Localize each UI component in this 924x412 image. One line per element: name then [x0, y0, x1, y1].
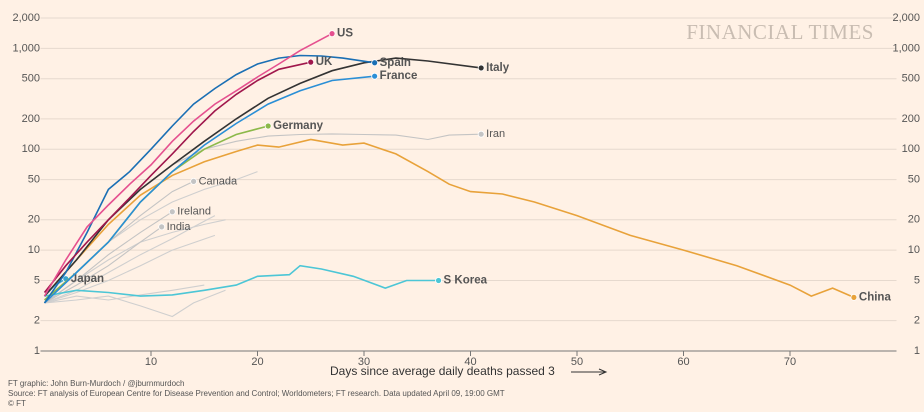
- y-tick-label: 10: [28, 244, 40, 256]
- end-point: [168, 208, 176, 216]
- y-tick-label: 1: [34, 345, 40, 357]
- series-line: [43, 138, 855, 299]
- y-tick-label: 500: [22, 73, 40, 85]
- series-label: Italy: [486, 62, 510, 74]
- series-line: [43, 75, 375, 304]
- end-point: [371, 72, 379, 80]
- series-line: [44, 211, 173, 304]
- series-line: [43, 61, 311, 293]
- y2-tick-label: 10: [908, 244, 920, 256]
- y2-tick-label: 100: [902, 143, 920, 155]
- series-label: India: [167, 221, 192, 233]
- y-tick-label: 20: [28, 214, 40, 226]
- series-label: Ireland: [177, 206, 211, 218]
- end-point: [264, 122, 272, 130]
- series-label: S Korea: [444, 275, 488, 287]
- y-tick-label: 200: [22, 113, 40, 125]
- y2-tick-label: 2: [914, 315, 920, 327]
- x-tick-label: 70: [784, 356, 796, 368]
- x-tick-label: 30: [358, 356, 370, 368]
- series-label: Spain: [380, 57, 411, 69]
- y-tick-label: 2: [34, 315, 40, 327]
- y2-tick-label: 1: [914, 345, 920, 357]
- end-point: [307, 58, 315, 66]
- axis-arrow-head: [598, 368, 608, 376]
- series-line: [44, 289, 226, 318]
- y-tick-label: 100: [22, 143, 40, 155]
- end-point: [328, 30, 336, 38]
- y2-tick-label: 5: [914, 274, 920, 286]
- y2-tick-label: 2,000: [892, 12, 920, 24]
- series-label: Japan: [71, 273, 104, 285]
- x-tick-label: 20: [251, 356, 263, 368]
- x-axis-label: Days since average daily deaths passed 3: [330, 364, 555, 378]
- series-line: [43, 32, 333, 297]
- watermark: FINANCIAL TIMES: [686, 20, 874, 44]
- y-tick-label: 1,000: [12, 42, 40, 54]
- x-tick-label: 40: [464, 356, 476, 368]
- series-label: US: [337, 28, 353, 40]
- end-point: [435, 277, 442, 284]
- series-line: [44, 284, 205, 304]
- series-label: China: [859, 291, 892, 303]
- series-line: [44, 264, 439, 297]
- series-line: [43, 54, 375, 304]
- y-tick-label: 5: [34, 274, 40, 286]
- copyright: © FT: [8, 399, 26, 408]
- series-label: Canada: [199, 175, 238, 187]
- series-label: UK: [316, 56, 333, 68]
- y2-tick-label: 200: [902, 113, 920, 125]
- series-label: Germany: [273, 120, 323, 132]
- x-tick-label: 50: [571, 356, 583, 368]
- end-point: [158, 223, 166, 231]
- series-line: [44, 226, 163, 304]
- end-point: [850, 293, 858, 301]
- series-label: Iran: [486, 128, 505, 140]
- y2-tick-label: 20: [908, 214, 920, 226]
- y-tick-label: 50: [28, 174, 40, 186]
- series-line: [44, 234, 216, 304]
- end-point: [477, 64, 485, 72]
- x-tick-label: 60: [677, 356, 689, 368]
- end-point: [190, 178, 198, 185]
- credit: FT graphic: John Burn-Murdoch / @jburnmu…: [8, 379, 185, 388]
- end-point: [371, 59, 379, 67]
- end-point: [477, 130, 485, 138]
- y-tick-label: 2,000: [12, 12, 40, 24]
- y2-tick-label: 500: [902, 73, 920, 85]
- x-tick-label: 10: [145, 356, 157, 368]
- source: Source: FT analysis of European Centre f…: [8, 389, 505, 398]
- y2-tick-label: 1,000: [892, 42, 920, 54]
- y2-tick-label: 50: [908, 174, 920, 186]
- series-label: France: [380, 70, 418, 82]
